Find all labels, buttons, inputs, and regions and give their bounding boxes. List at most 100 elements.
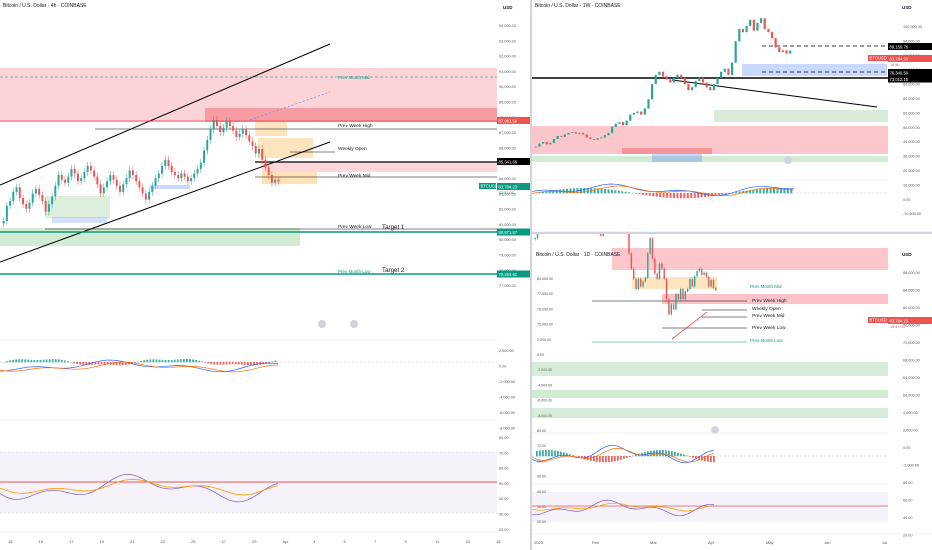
rt-macd-bar [773,188,776,194]
price-tick: 79,000.00 [499,254,516,258]
rt-candle [752,19,755,31]
x-tick: 15 [8,539,13,544]
macd-histogram-bar [173,359,176,363]
rt-macd-bar [735,192,738,194]
macd-histogram-bar [48,359,51,363]
rb-candle [705,272,708,277]
rb-candle [602,234,604,236]
vertical-divider[interactable] [530,0,532,550]
tag-current-bg [497,183,530,190]
rt-macd-bar [745,190,748,194]
x-tick: 25 [191,539,196,544]
rt-candle [763,18,766,30]
rb-candle [691,278,694,287]
event-flag-icon [318,320,326,328]
rt-candle [581,132,585,135]
rb-red-zone [612,248,888,270]
rt-macd-bar [669,193,672,198]
rb-left-tick: -4,000.00 [537,383,552,387]
macd-histogram-bar [182,358,185,363]
right-top-chart-svg[interactable]: USD100,000.0094,000.0092,000.0091,000.00… [532,0,932,232]
rb-left-tick: 76,000.00 [537,307,553,311]
left-candle [119,185,121,192]
rb-macd-bar [614,456,616,462]
macd-histogram-bar [21,359,24,363]
prev-week-mid-label: Prev Week Mid [338,173,371,179]
rt-tag-73012-bg [888,75,932,83]
rb-candle [677,294,679,300]
rt-macd-bar [645,193,648,196]
rt-candle [727,68,730,75]
rt-macd-bar [610,189,613,194]
rt-candle [672,77,675,83]
macd-histogram-bar [85,362,88,366]
rt-price-tick: 60,000.00 [903,111,920,115]
macd-histogram-bar [201,361,204,363]
macd-tick: -4,000.00 [499,396,515,400]
rt-price-tick: 0.00 [903,198,910,202]
left-candle [164,159,167,166]
rt-candle [683,77,686,85]
right-bottom-chart-svg[interactable]: USD 88,000.00 84,000.00 80,000.00 76,000.00 7… [532,234,932,550]
rt-macd-bar [779,188,782,194]
rt-tag-timer: 1d 8h [890,63,900,67]
rt-candle [687,84,690,91]
price-tick: 90,000.00 [499,85,516,89]
prev-month-mid-label: Prev Month Mid [338,75,370,80]
rb-macd-bar [698,456,700,460]
left-candle [190,178,193,182]
rb-candle [649,238,651,254]
rt-candle [629,114,632,121]
rt-trendline [671,79,878,108]
right-bottom-chart-panel: USD 88,000.00 84,000.00 80,000.00 76,000.00 7… [532,234,932,550]
left-candle [34,188,37,194]
rb-left-tick: 80,000.00 [537,277,553,281]
macd-histogram-bar [207,362,210,364]
rt-price-tick: 90,000.00 [903,83,920,87]
left-candle [277,179,280,182]
rt-tag-current: 83,784.23 [890,57,909,62]
rt-macd-bar [738,191,741,194]
rb-candle [661,263,663,269]
rt-tag-current-bg [888,55,932,62]
horizontal-divider[interactable] [532,232,932,234]
left-candle [47,204,50,212]
x-tick: 21 [130,539,135,544]
rt-candle [534,146,537,148]
x-tick: 9 [405,539,408,544]
rt-candle [749,19,752,26]
rb-candle [658,263,661,279]
rt-price-tick: 20,000.00 [903,169,920,173]
rt-macd-bar [776,188,779,194]
left-candle [76,173,79,182]
rt-candle [778,47,781,52]
rb-candle [679,289,682,300]
green-zone-small [45,196,110,218]
prev-month-low-label: Prev Month Low [338,269,371,274]
rt-tag-73012: 73,012.16 [890,77,909,82]
left-candle [122,184,125,192]
rt-candle [658,71,661,75]
rt-candle [669,79,672,83]
rb-macd-bar [662,450,664,457]
rt-macd-bar [593,188,596,194]
rt-macd-bar [638,193,641,195]
rsi-tick: 20.00 [499,528,509,532]
macd-histogram-bar [155,359,158,363]
rt-candle [774,38,777,48]
left-candle [54,185,57,197]
macd-histogram-bar [82,362,85,365]
left-candle [212,119,215,130]
rt-candle [789,50,792,54]
rb-macd-bar [686,455,688,457]
rb-macd-bar [581,456,583,459]
rb-candle [642,281,644,287]
rb-rsi-ma-line [532,502,715,512]
x-tick: 23 [161,539,166,544]
left-chart-svg[interactable]: 94,000.0093,000.0092,000.0091,000.0090,0… [0,0,530,550]
rt-price-tick: 100,000.00 [903,25,922,29]
macd-histogram-bar [27,359,30,363]
rt-candle [614,123,617,127]
rb-macd-bar [590,456,592,461]
left-candle [73,168,76,174]
